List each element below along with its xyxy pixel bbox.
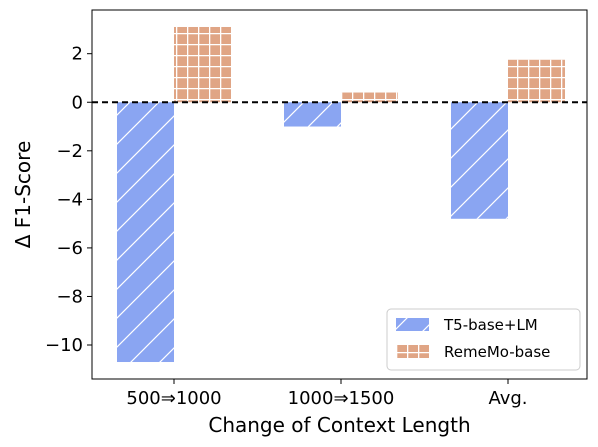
bar-t5-base-lm-1 — [117, 102, 174, 363]
bar-hatch — [174, 26, 231, 103]
legend-label: T5-base+LM — [443, 316, 538, 334]
plot-frame — [91, 9, 588, 380]
y-tick-label: 0 — [72, 92, 83, 113]
legend-label: RemeMo-base — [444, 343, 550, 361]
bar-t5-base-lm-3 — [451, 102, 508, 219]
x-tick-label: 1000⇒1500 — [288, 388, 395, 409]
y-tick-label: −4 — [56, 189, 83, 210]
bar-rememo-base-1 — [174, 26, 231, 103]
bar-hatch — [508, 59, 565, 103]
bar-rememo-base-2 — [341, 92, 398, 103]
legend-frame — [386, 308, 581, 371]
y-axis-label: Δ F1-Score — [11, 141, 35, 249]
legend-swatch-hatch — [396, 345, 429, 358]
legend-item-t5-base-lm: T5-base+LM — [396, 316, 538, 334]
y-tick-label: 2 — [72, 44, 83, 65]
x-tick-label: 500⇒1000 — [126, 388, 221, 409]
bar-rememo-base-3 — [508, 59, 565, 103]
bar-t5-base-lm-2 — [284, 102, 341, 127]
bar-hatch — [284, 102, 341, 127]
bar-hatch — [117, 102, 174, 363]
legend-item-rememo-base: RemeMo-base — [396, 343, 550, 361]
y-tick-label: −8 — [56, 286, 83, 307]
legend-swatch-hatch — [396, 318, 429, 331]
x-tick-label: Avg. — [488, 388, 527, 409]
y-tick-label: −10 — [45, 335, 83, 356]
legend: T5-base+LM RemeMo-base — [386, 308, 581, 371]
y-tick-label: −2 — [56, 141, 83, 162]
x-axis-label: Change of Context Length — [208, 413, 470, 437]
y-tick-label: −6 — [56, 238, 83, 259]
bar-hatch — [341, 92, 398, 103]
bar-hatch — [451, 102, 508, 219]
